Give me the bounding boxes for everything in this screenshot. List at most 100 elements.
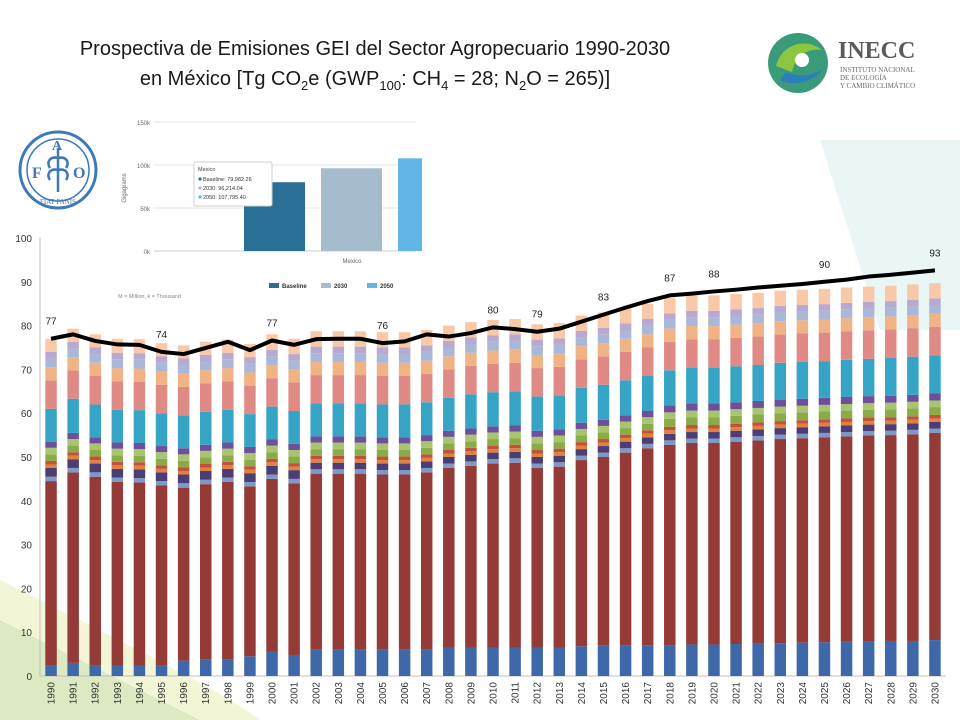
inset-note: M = Million, k = Thousand (118, 294, 181, 300)
bar-segment (354, 403, 367, 437)
bar-segment (907, 408, 919, 417)
bar-segment (641, 417, 654, 424)
bar-segment (443, 397, 455, 431)
bar-segment (465, 434, 477, 442)
bar-segment (575, 442, 588, 446)
bar-segment (929, 414, 941, 419)
bar-segment (862, 421, 875, 425)
bar-segment (222, 409, 234, 443)
bar-segment (288, 382, 300, 412)
bar-segment (796, 420, 809, 424)
inset-bar-2030 (321, 168, 382, 251)
bar-segment (796, 361, 809, 399)
bar-segment (730, 324, 742, 338)
bar-segment (929, 355, 941, 394)
bar-segment (487, 449, 499, 453)
bar-segment (575, 455, 588, 461)
bar-segment (774, 424, 787, 429)
inset-tooltip: Mexico Baseline: 79,982.26 2030: 96,214.… (193, 161, 273, 207)
bar-segment (730, 423, 742, 428)
bar-segment (155, 452, 168, 459)
bar-segment (796, 642, 809, 676)
bar-segment (664, 418, 676, 427)
bar-segment (222, 339, 234, 353)
bar-segment (664, 440, 676, 445)
bar-segment (553, 448, 566, 453)
bar-segment (641, 645, 654, 676)
bar-segment (177, 448, 190, 455)
bar-segment (619, 441, 632, 449)
bar-segment (155, 458, 168, 466)
bar-segment (509, 425, 521, 432)
bar-segment (45, 464, 57, 468)
bar-segment (376, 456, 389, 461)
bar-segment (155, 343, 168, 357)
bar-segment (885, 420, 897, 425)
x-tick-label: 1994 (135, 682, 146, 705)
bar-segment (664, 370, 676, 406)
bar-segment (708, 403, 720, 411)
bar-segment (155, 465, 168, 469)
bar-segment (45, 367, 57, 381)
bar-segment (332, 449, 345, 456)
bar-segment (67, 459, 79, 468)
bar-segment (354, 361, 367, 376)
bar-segment (686, 428, 698, 433)
bar-segment (89, 354, 101, 363)
bar-segment (509, 349, 521, 363)
bar-segment (465, 428, 477, 435)
bar-segment (310, 449, 322, 456)
bar-segment (177, 386, 190, 416)
bar-segment (45, 380, 57, 409)
x-tick-label: 2025 (820, 682, 831, 705)
bar-segment (597, 356, 610, 385)
bar-segment (929, 640, 941, 676)
bar-segment (796, 311, 809, 321)
inset-tooltip-line-baseline: Baseline: 79,982.26 (203, 177, 252, 183)
bar-segment (376, 347, 389, 355)
bar-segment (332, 473, 345, 650)
bar-segment (862, 358, 875, 397)
bar-segment (420, 454, 433, 458)
bar-segment (752, 435, 764, 441)
inecc-emblem-center (795, 53, 809, 67)
bar-segment (332, 375, 345, 404)
bar-segment (177, 415, 190, 449)
bar-segment (774, 334, 787, 363)
title-line-2: en México [Tg CO2e (GWP100: CH4 = 28; N2… (20, 64, 730, 101)
bar-segment (133, 455, 146, 463)
bar-segment (730, 644, 742, 676)
fao-logo: F A O FIAT PANIS (18, 130, 98, 210)
bar-segment (708, 295, 720, 311)
bar-segment (354, 473, 367, 650)
bar-segment (487, 452, 499, 460)
title-part: : CH (401, 68, 442, 90)
bar-segment (266, 465, 278, 475)
bar-segment (45, 358, 57, 368)
bar-segment (244, 481, 256, 487)
bar-segment (862, 641, 875, 676)
bar-segment (487, 647, 499, 676)
bar-segment (376, 354, 389, 363)
bar-segment (332, 361, 345, 376)
bar-segment (155, 371, 168, 385)
bar-segment (177, 483, 190, 488)
bar-segment (553, 452, 566, 456)
bar-segment (575, 449, 588, 456)
bar-segment (818, 288, 831, 305)
bar-segment (310, 403, 322, 437)
bar-segment (509, 458, 521, 463)
bar-segment (443, 340, 455, 348)
bar-segment (288, 360, 300, 370)
bar-segment (619, 323, 632, 330)
bar-segment (907, 429, 919, 435)
bar-segment (199, 450, 212, 458)
bar-segment (730, 437, 742, 442)
bar-segment (266, 462, 278, 466)
bar-segment (443, 347, 455, 357)
bar-segment (111, 442, 124, 449)
total-point-label: 87 (664, 273, 676, 284)
total-point-label: 88 (708, 269, 720, 280)
bar-segment (708, 417, 720, 426)
bar-segment (487, 335, 499, 342)
